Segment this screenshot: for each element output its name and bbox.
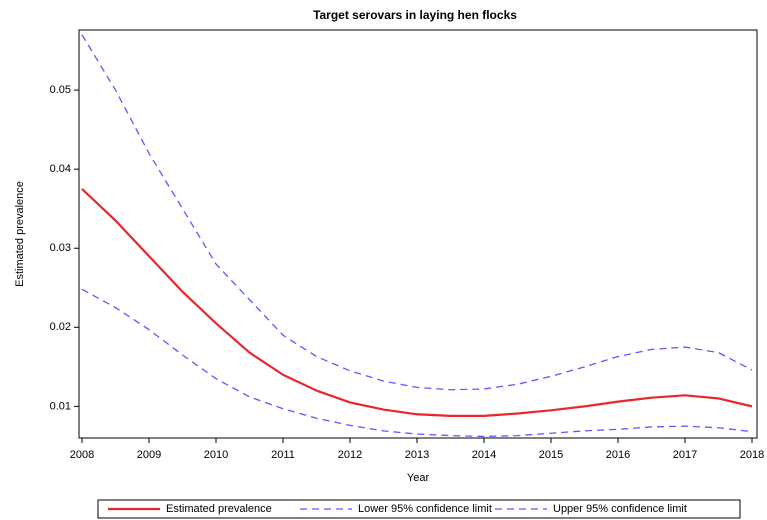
y-tick-label: 0.04 (50, 163, 71, 175)
series-line (81, 188, 753, 417)
x-tick-label: 2013 (405, 449, 429, 461)
x-tick-label: 2008 (70, 449, 94, 461)
x-tick-label: 2010 (204, 449, 228, 461)
legend-label: Upper 95% confidence limit (553, 503, 687, 515)
series-line (81, 288, 753, 438)
x-tick-label: 2009 (137, 449, 161, 461)
x-tick-label: 2017 (673, 449, 697, 461)
x-tick-label: 2015 (539, 449, 563, 461)
legend-label: Estimated prevalence (166, 503, 272, 515)
y-tick-label: 0.03 (50, 242, 71, 254)
legend-frame (97, 499, 741, 519)
y-tick-label: 0.02 (50, 321, 71, 333)
series-line (81, 34, 753, 391)
plot-frame (78, 29, 758, 439)
y-axis-label: Estimated prevalence (14, 181, 26, 287)
x-tick-label: 2016 (606, 449, 630, 461)
chart-title: Target serovars in laying hen flocks (313, 8, 517, 22)
legend-label: Lower 95% confidence limit (358, 503, 492, 515)
x-tick-label: 2018 (740, 449, 764, 461)
x-tick-label: 2014 (472, 449, 496, 461)
y-tick-label: 0.01 (50, 400, 71, 412)
x-tick-label: 2011 (271, 449, 295, 461)
x-tick-label: 2012 (338, 449, 362, 461)
x-axis-label: Year (407, 472, 430, 484)
y-tick-label: 0.05 (50, 84, 71, 96)
